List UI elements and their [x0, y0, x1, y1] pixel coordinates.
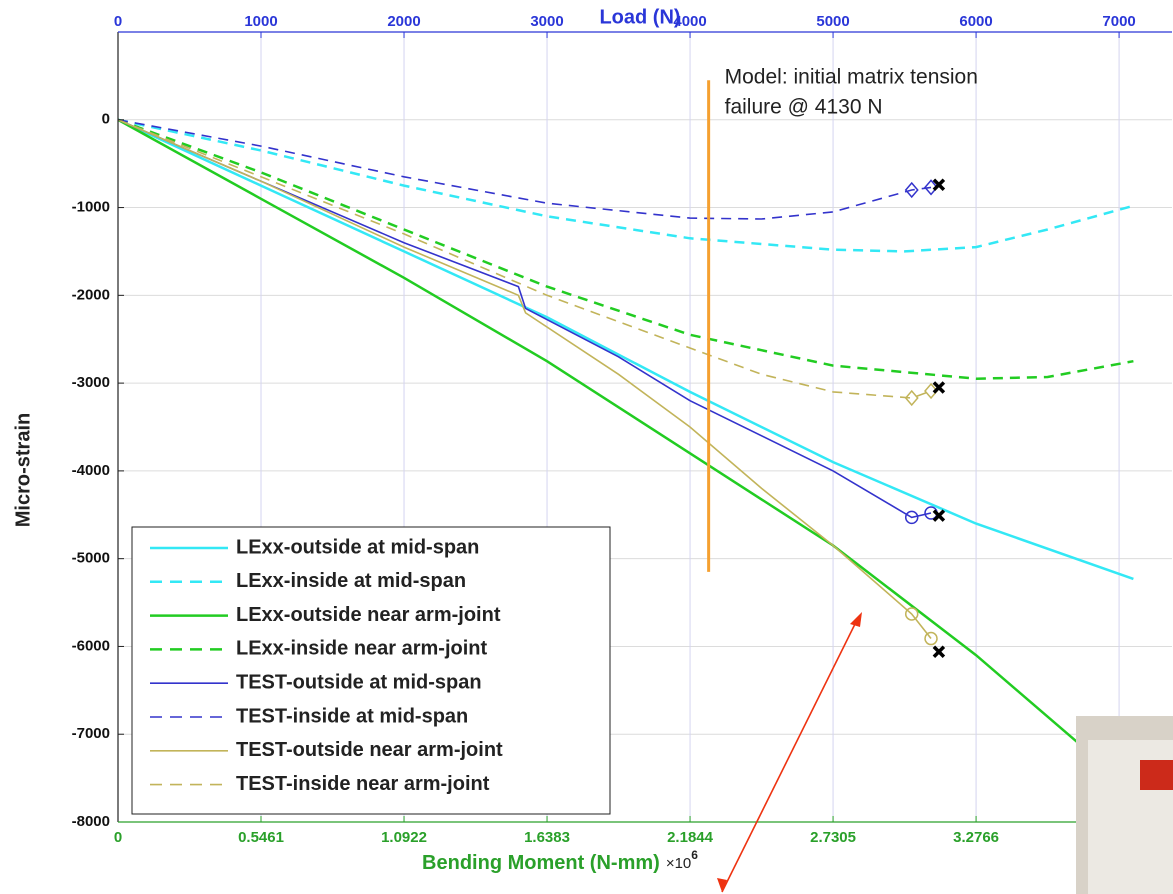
chart: -8000 -7000 -6000 -5000 -4000 -3000 -2000 -1000… [0, 0, 1173, 894]
x2-tick-label: 1.0922 [381, 829, 427, 846]
inset-photo-detail [1140, 760, 1173, 790]
y-tick-label: -5000 [72, 550, 110, 567]
x2-exponent: 6 [691, 848, 698, 862]
x-tick-label: 0 [114, 13, 122, 30]
y-tick-label: -3000 [72, 374, 110, 391]
x2-tick-label: 1.6383 [524, 829, 570, 846]
legend-label: TEST-outside at mid-span [236, 671, 482, 693]
x2-tick-label: 2.7305 [810, 829, 856, 846]
x-tick-label: 5000 [816, 13, 849, 30]
y-axis-title: Micro-strain [12, 413, 34, 527]
legend-label: LExx-outside at mid-span [236, 536, 479, 558]
x2-axis-label: Bending Moment (N-mm) [422, 852, 660, 874]
legend-label: TEST-inside near arm-joint [236, 773, 490, 795]
y-tick-label: -7000 [72, 725, 110, 742]
x2-tick-label: 3.2766 [953, 829, 999, 846]
x-axis-title: Load (N) [599, 6, 680, 28]
y-tick-label: -1000 [72, 199, 110, 216]
legend: LExx-outside at mid-span LExx-inside at m… [132, 527, 610, 814]
y-tick-label: -8000 [72, 813, 110, 830]
legend-label: TEST-inside at mid-span [236, 705, 468, 727]
y-tick-label: -2000 [72, 286, 110, 303]
x2-multiplier: ×10 [666, 855, 691, 872]
legend-label: LExx-inside at mid-span [236, 570, 466, 592]
x-tick-label: 1000 [244, 13, 277, 30]
legend-label: LExx-inside near arm-joint [236, 638, 488, 660]
legend-label: TEST-outside near arm-joint [236, 739, 503, 761]
annotation-text: Model: initial matrix tension [725, 66, 978, 89]
x2-tick-label: 0.5461 [238, 829, 284, 846]
annotation-text: failure @ 4130 N [725, 96, 883, 119]
y-tick-label: -6000 [72, 637, 110, 654]
y-tick-label: 0 [102, 111, 110, 128]
x-tick-label: 2000 [387, 13, 420, 30]
legend-label: LExx-outside near arm-joint [236, 604, 501, 626]
x2-axis-title: Bending Moment (N-mm) ×106 [422, 848, 698, 874]
x2-tick-label: 2.1844 [667, 829, 714, 846]
y-tick-label: -4000 [72, 462, 110, 479]
x-tick-label: 6000 [959, 13, 992, 30]
x-tick-label: 3000 [530, 13, 563, 30]
x2-tick-label: 0 [114, 829, 122, 846]
x-tick-label: 7000 [1102, 13, 1135, 30]
